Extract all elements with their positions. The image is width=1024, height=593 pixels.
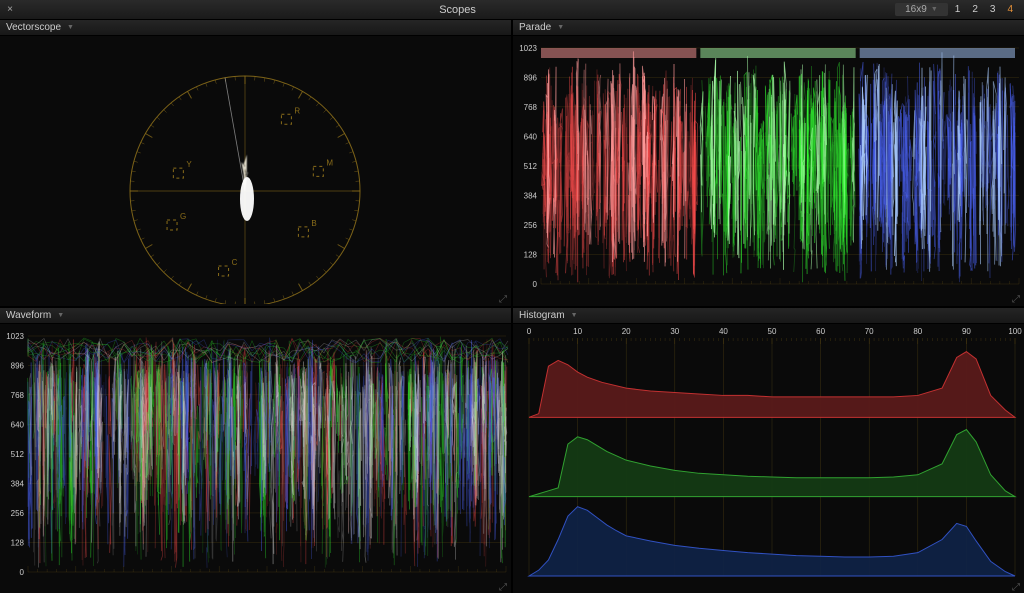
vectorscope-header[interactable]: Vectorscope ▼ bbox=[0, 20, 511, 36]
svg-text:30: 30 bbox=[670, 327, 679, 336]
waveform-header[interactable]: Waveform ▼ bbox=[0, 308, 511, 324]
svg-text:100: 100 bbox=[1008, 327, 1022, 336]
svg-text:C: C bbox=[232, 258, 238, 267]
svg-text:60: 60 bbox=[816, 327, 825, 336]
svg-text:M: M bbox=[326, 158, 333, 167]
expand-icon[interactable]: ⤢ bbox=[499, 294, 507, 306]
histogram-header[interactable]: Histogram ▼ bbox=[513, 308, 1024, 324]
svg-text:0: 0 bbox=[20, 568, 25, 577]
scopes-grid: Vectorscope ▼ R M B C G Y ⤢ Parade ▼ 0 128 256 3… bbox=[0, 20, 1024, 593]
layout-switcher: 1234 bbox=[950, 3, 1018, 16]
svg-text:0: 0 bbox=[533, 280, 538, 289]
svg-text:0: 0 bbox=[527, 327, 532, 336]
waveform-panel: Waveform ▼ 0 128 256 384 512 640 768 896 1023 ⤢ bbox=[0, 308, 511, 593]
histogram-body: 0 10 20 30 40 50 60 70 80 90 100 bbox=[513, 324, 1024, 593]
chevron-down-icon: ▼ bbox=[557, 24, 564, 31]
expand-icon[interactable]: ⤢ bbox=[1012, 294, 1020, 306]
svg-text:20: 20 bbox=[622, 327, 631, 336]
svg-text:90: 90 bbox=[962, 327, 971, 336]
svg-text:50: 50 bbox=[768, 327, 777, 336]
svg-text:80: 80 bbox=[913, 327, 922, 336]
svg-text:640: 640 bbox=[524, 132, 538, 141]
svg-text:384: 384 bbox=[524, 191, 538, 200]
chevron-down-icon: ▼ bbox=[67, 24, 74, 31]
svg-text:384: 384 bbox=[11, 479, 25, 488]
window-title: Scopes bbox=[20, 4, 895, 16]
svg-text:1023: 1023 bbox=[519, 44, 537, 53]
svg-text:128: 128 bbox=[11, 538, 25, 547]
chevron-down-icon: ▼ bbox=[57, 312, 64, 319]
svg-text:10: 10 bbox=[573, 327, 582, 336]
svg-text:640: 640 bbox=[11, 420, 25, 429]
expand-icon[interactable]: ⤢ bbox=[499, 581, 507, 593]
svg-text:70: 70 bbox=[865, 327, 874, 336]
vectorscope-body: R M B C G Y bbox=[0, 36, 511, 306]
parade-panel: Parade ▼ 0 128 256 384 512 640 768 896 1023 ⤢ bbox=[513, 20, 1024, 306]
waveform-title: Waveform bbox=[6, 310, 51, 321]
svg-text:896: 896 bbox=[11, 361, 25, 370]
chevron-down-icon: ▼ bbox=[571, 312, 578, 319]
parade-body: 0 128 256 384 512 640 768 896 1023 bbox=[513, 36, 1024, 306]
top-bar: × Scopes 16x9 ▼ 1234 bbox=[0, 0, 1024, 20]
histogram-panel: Histogram ▼ 0 10 20 30 40 50 60 70 80 90 100 ⤢ bbox=[513, 308, 1024, 593]
svg-text:R: R bbox=[294, 106, 300, 115]
vectorscope-title: Vectorscope bbox=[6, 22, 61, 33]
svg-text:256: 256 bbox=[11, 508, 25, 517]
svg-text:128: 128 bbox=[524, 250, 538, 259]
close-icon[interactable]: × bbox=[0, 4, 20, 15]
svg-text:512: 512 bbox=[524, 162, 538, 171]
layout-button-2[interactable]: 2 bbox=[967, 3, 983, 16]
aspect-ratio-dropdown[interactable]: 16x9 ▼ bbox=[895, 3, 948, 16]
svg-text:1023: 1023 bbox=[6, 332, 24, 341]
layout-button-1[interactable]: 1 bbox=[950, 3, 966, 16]
waveform-body: 0 128 256 384 512 640 768 896 1023 bbox=[0, 324, 511, 593]
svg-text:768: 768 bbox=[11, 390, 25, 399]
parade-title: Parade bbox=[519, 22, 551, 33]
layout-button-4[interactable]: 4 bbox=[1002, 3, 1018, 16]
svg-text:896: 896 bbox=[524, 73, 538, 82]
vectorscope-panel: Vectorscope ▼ R M B C G Y ⤢ bbox=[0, 20, 511, 306]
svg-text:Y: Y bbox=[186, 160, 192, 169]
svg-text:G: G bbox=[180, 212, 186, 221]
svg-text:B: B bbox=[311, 219, 316, 228]
svg-text:256: 256 bbox=[524, 221, 538, 230]
parade-header[interactable]: Parade ▼ bbox=[513, 20, 1024, 36]
svg-text:512: 512 bbox=[11, 449, 25, 458]
histogram-title: Histogram bbox=[519, 310, 565, 321]
layout-button-3[interactable]: 3 bbox=[985, 3, 1001, 16]
chevron-down-icon: ▼ bbox=[931, 6, 938, 13]
svg-text:768: 768 bbox=[524, 103, 538, 112]
expand-icon[interactable]: ⤢ bbox=[1012, 581, 1020, 593]
svg-text:40: 40 bbox=[719, 327, 728, 336]
aspect-ratio-label: 16x9 bbox=[905, 4, 927, 15]
